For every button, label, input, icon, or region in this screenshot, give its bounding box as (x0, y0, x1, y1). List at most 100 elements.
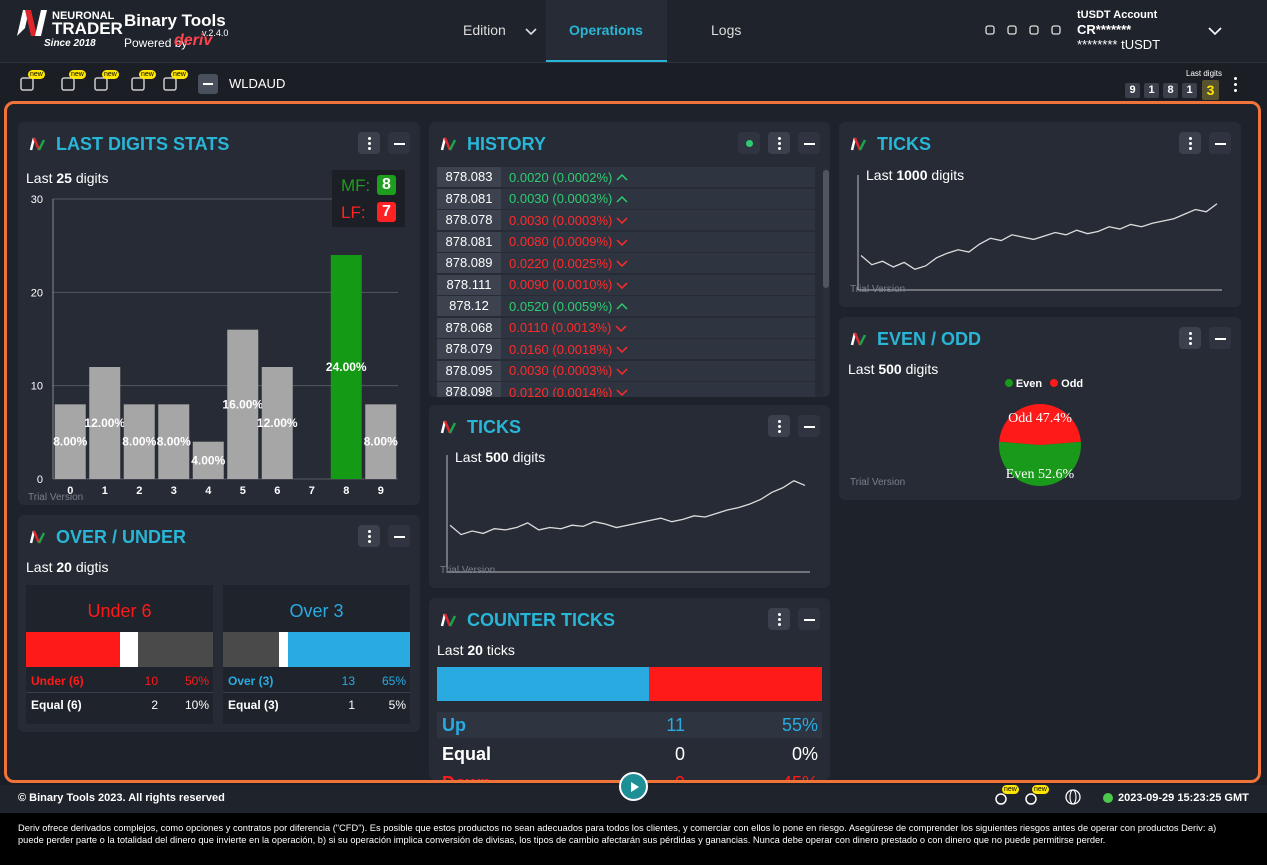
tool-shape (131, 77, 145, 91)
social-icon (1007, 25, 1017, 35)
panel: OVER / UNDER Last 20 digtis Under 6 Under (… (18, 515, 420, 732)
badge-new[interactable]: new (102, 70, 119, 79)
legend: Even Odd (839, 378, 1241, 390)
brand-since: Since 2018 (44, 38, 96, 49)
nav-item[interactable]: Operations (569, 22, 643, 38)
pie-slice (999, 441, 1081, 486)
toolbar: new new new new new WLDAUD Last digits 9 1 8 1 3 (0, 63, 1267, 101)
row-label: Up (442, 715, 466, 735)
badge-new[interactable]: new (1002, 785, 1019, 794)
row-count: 9 (637, 773, 685, 780)
legend-label: Odd (1061, 378, 1084, 390)
social-shape (1029, 25, 1039, 35)
data-label: 8.00% (53, 435, 87, 449)
menu-dot (368, 540, 371, 543)
tool-icon (94, 77, 108, 91)
icon-shape (448, 139, 457, 151)
icon-shape (443, 613, 452, 627)
icon-shape (1025, 793, 1037, 805)
badge-new[interactable]: new (28, 70, 45, 79)
panel-icon (29, 530, 46, 544)
data-label: 4.00% (191, 453, 225, 467)
chevron (616, 389, 628, 396)
social-shape (1007, 25, 1017, 35)
panel-subtitle: Last 500 digits (455, 449, 545, 465)
nav-tab-active (546, 0, 667, 62)
row-label: Down (442, 773, 491, 780)
direction-icon (616, 173, 628, 181)
panel-subtitle: Last 20 ticks (437, 642, 515, 658)
tick-line (449, 480, 806, 536)
history-price: 878.078 (437, 210, 501, 230)
data-label: Even 52.6% (1006, 467, 1075, 482)
minimize-line (804, 619, 815, 621)
subtitle-count: 25 (56, 170, 72, 186)
menu-dot (1189, 337, 1192, 340)
logo-shape (35, 10, 47, 36)
badge-new[interactable]: new (139, 70, 156, 79)
data-label: 12.00% (84, 416, 125, 430)
data-label: 8.00% (122, 435, 156, 449)
history-row: 878.068 0.0110 (0.0013%) (437, 317, 815, 338)
menu-dot (778, 425, 781, 428)
card-row: Equal (6) 2 10% (26, 694, 213, 716)
panel-title: TICKS (877, 134, 931, 154)
ratio-bar (223, 632, 410, 667)
ratio-segment (119, 632, 139, 667)
panel-title: LAST DIGITS STATS (56, 134, 230, 154)
x-tick-label: 7 (309, 485, 315, 497)
tick-line (860, 203, 1218, 271)
scrollbar-thumb[interactable] (823, 170, 829, 288)
minimize-line (804, 143, 815, 145)
row-percent: 65% (381, 674, 406, 688)
subtitle-suffix: digits (75, 170, 109, 186)
chevron (615, 324, 627, 332)
history-row: 878.111 0.0090 (0.0010%) (437, 274, 815, 295)
history-change: 0.0090 (0.0010%) (509, 277, 613, 292)
row-count: 0 (674, 744, 685, 764)
last-digit: 1 (1144, 83, 1159, 98)
x-tick-label: 3 (171, 485, 177, 497)
tool-shape (94, 77, 108, 91)
icon-shape (448, 422, 457, 434)
history-price: 878.12 (437, 296, 501, 316)
play-button[interactable] (619, 772, 648, 801)
row-label: Over (3) (228, 674, 274, 688)
footer-icon (995, 793, 1007, 805)
social-icon (1051, 25, 1061, 35)
app-version: v.2.4.0 (202, 28, 229, 38)
panel-icon (29, 137, 46, 151)
x-tick-label: 0 (67, 485, 73, 497)
nav-item[interactable]: Edition (463, 22, 506, 38)
powered-by: Powered by (124, 36, 188, 50)
badge-new[interactable]: new (1032, 785, 1049, 794)
panel-icon (440, 137, 457, 151)
history-price: 878.079 (437, 339, 501, 359)
x-tick-label: 1 (102, 485, 108, 497)
chevron (616, 238, 628, 246)
row-percent: 50% (184, 674, 209, 688)
direction-icon (616, 217, 628, 224)
data-label: Odd 47.4% (1008, 411, 1072, 426)
account-type: tUSDT Account (1077, 9, 1158, 21)
bar (227, 329, 259, 479)
badge-new[interactable]: new (69, 70, 86, 79)
direction-icon (616, 346, 628, 353)
row-count: 1 (348, 698, 355, 712)
menu-dot (778, 137, 781, 140)
tool-icon (61, 77, 75, 91)
social-shape (985, 25, 995, 35)
panel-title: COUNTER TICKS (467, 610, 615, 630)
social-icon (985, 25, 995, 35)
nav-item[interactable]: Logs (711, 22, 742, 38)
history-change: 0.0030 (0.0003%) (509, 212, 613, 228)
chevron-icon (525, 28, 537, 36)
ratio-segment (648, 667, 822, 701)
minimize-line (394, 143, 405, 145)
row-percent: 45% (747, 773, 818, 780)
icon-shape (37, 139, 46, 151)
badge-new[interactable]: new (171, 70, 188, 79)
icon-shape (448, 615, 457, 627)
x-tick-label: 2 (136, 485, 142, 497)
tool-icon (163, 77, 177, 91)
